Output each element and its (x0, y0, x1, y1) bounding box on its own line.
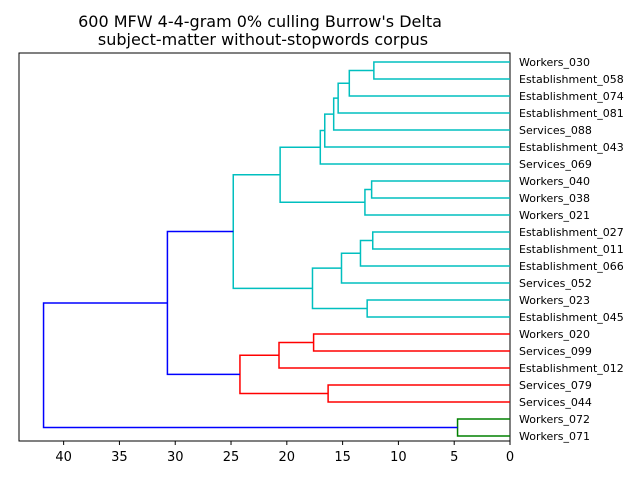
dendrogram-link (373, 61, 510, 80)
dendrogram-link (364, 188, 510, 216)
leaf-label: Establishment_058 (519, 73, 624, 86)
dendrogram-link (456, 418, 510, 437)
leaf-label: Establishment_066 (519, 260, 624, 273)
x-tick-label: 20 (279, 450, 296, 465)
x-axis: 40 35 30 25 20 15 10 5 0 (55, 441, 514, 465)
leaf-label: Establishment_043 (519, 141, 624, 154)
x-tick-label: 10 (390, 450, 407, 465)
dendrogram-link (327, 384, 510, 403)
dendrogram-link (337, 82, 510, 114)
dendrogram-link (239, 354, 329, 395)
leaf-label: Establishment_081 (519, 107, 624, 120)
dendrogram-link (332, 97, 510, 131)
leaf-label: Services_088 (519, 124, 592, 137)
dendrogram-link (366, 299, 510, 318)
leaf-label: Services_052 (519, 277, 592, 290)
x-tick-label: 40 (55, 450, 72, 465)
leaf-label: Workers_021 (519, 209, 590, 222)
x-tick-label: 15 (334, 450, 351, 465)
dendrogram-link (371, 231, 510, 250)
chart-title: 600 MFW 4-4-gram 0% culling Burrow's Del… (78, 12, 442, 31)
dendrogram-link (311, 267, 368, 310)
leaf-label: Establishment_074 (519, 90, 624, 103)
leaf-label: Workers_040 (519, 175, 590, 188)
dendrogram-link (166, 230, 240, 376)
leaf-label: Workers_072 (519, 413, 590, 426)
leaf-label: Workers_038 (519, 192, 590, 205)
leaf-label: Services_079 (519, 379, 592, 392)
leaf-label: Establishment_045 (519, 311, 624, 324)
leaf-label: Establishment_027 (519, 226, 624, 239)
leaf-label: Establishment_012 (519, 362, 624, 375)
dendrogram-link (42, 302, 458, 429)
dendrogram-link (340, 252, 510, 284)
dendrogram-link (312, 333, 510, 352)
leaf-labels: Workers_030 Establishment_058 Establishmen… (519, 56, 624, 443)
dendrogram-link (370, 180, 510, 199)
dendrogram-link (278, 341, 510, 369)
leaf-label: Services_069 (519, 158, 592, 171)
leaf-label: Services_044 (519, 396, 592, 409)
leaf-label: Workers_030 (519, 56, 590, 69)
chart-subtitle: subject-matter without-stopwords corpus (98, 30, 428, 49)
leaf-label: Services_099 (519, 345, 592, 358)
leaf-label: Workers_023 (519, 294, 590, 307)
dendrogram-link (279, 146, 365, 203)
leaf-label: Establishment_011 (519, 243, 624, 256)
dendrogram-links (42, 61, 510, 437)
dendrogram-link (359, 239, 510, 267)
plot-frame (18, 52, 511, 442)
leaf-label: Workers_071 (519, 430, 590, 443)
x-tick-label: 25 (223, 450, 240, 465)
x-tick-label: 35 (111, 450, 128, 465)
x-tick-label: 0 (506, 450, 514, 465)
leaf-label: Workers_020 (519, 328, 590, 341)
dendrogram-link (232, 174, 313, 290)
x-tick-label: 30 (167, 450, 184, 465)
x-tick-label: 5 (450, 450, 458, 465)
